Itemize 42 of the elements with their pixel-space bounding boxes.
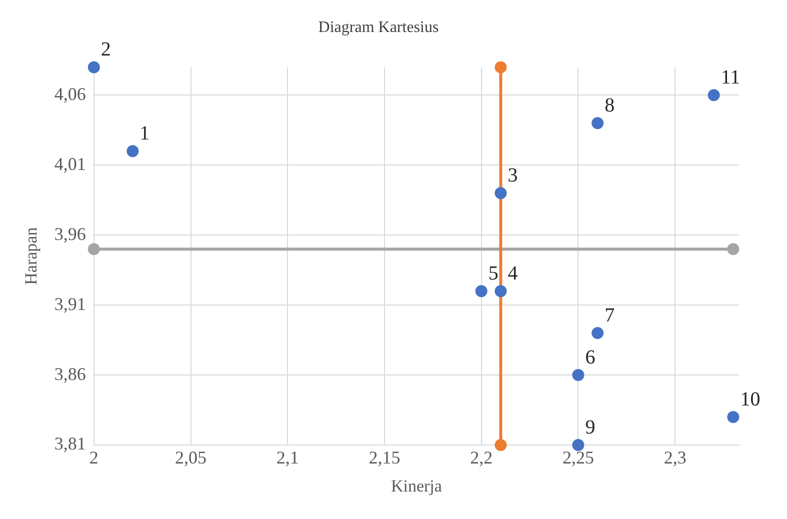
x-tick-label: 2,25	[562, 448, 594, 468]
x-tick-label: 2,05	[175, 448, 207, 468]
point	[572, 369, 584, 382]
annotation: 2	[100, 38, 111, 60]
point	[475, 285, 488, 298]
point	[708, 89, 720, 102]
point	[592, 117, 604, 130]
y-tick-label: 4,06	[54, 84, 86, 104]
y-tick-label: 4,01	[54, 154, 86, 174]
annotation: 10	[740, 388, 760, 410]
annotation: 8	[604, 94, 615, 116]
point	[88, 61, 100, 74]
annotation: 9	[585, 416, 596, 438]
annotation: 6	[585, 346, 596, 368]
point	[494, 285, 507, 298]
y-tick-label: 3,81	[54, 434, 86, 454]
y-tick-label: 3,91	[54, 294, 86, 314]
x-tick-label: 2,15	[368, 448, 400, 468]
point	[572, 439, 584, 451]
x-axis-title: Kinerja	[390, 476, 442, 496]
point	[727, 411, 740, 424]
point	[494, 61, 507, 74]
x-tick-label: 2,3	[664, 448, 686, 468]
y-tick-label: 3,86	[54, 364, 86, 384]
point	[494, 187, 507, 200]
point	[88, 243, 100, 256]
annotation: 11	[720, 66, 740, 88]
annotation: 7	[604, 304, 615, 326]
annotation: 5	[488, 262, 498, 284]
point	[727, 243, 740, 256]
x-tick-label: 2,2	[470, 448, 493, 468]
chart-title: Diagram Kartesius	[318, 18, 439, 36]
x-tick-label: 2,1	[276, 448, 299, 468]
x-tick-label: 2	[89, 448, 98, 468]
y-axis-title: Harapan	[22, 226, 41, 285]
y-tick-label: 3,96	[54, 224, 86, 244]
annotation: 4	[508, 262, 518, 284]
point	[494, 439, 507, 451]
point	[126, 145, 139, 158]
annotation: 1	[140, 122, 150, 144]
annotation: 3	[508, 164, 518, 186]
point	[592, 327, 604, 340]
